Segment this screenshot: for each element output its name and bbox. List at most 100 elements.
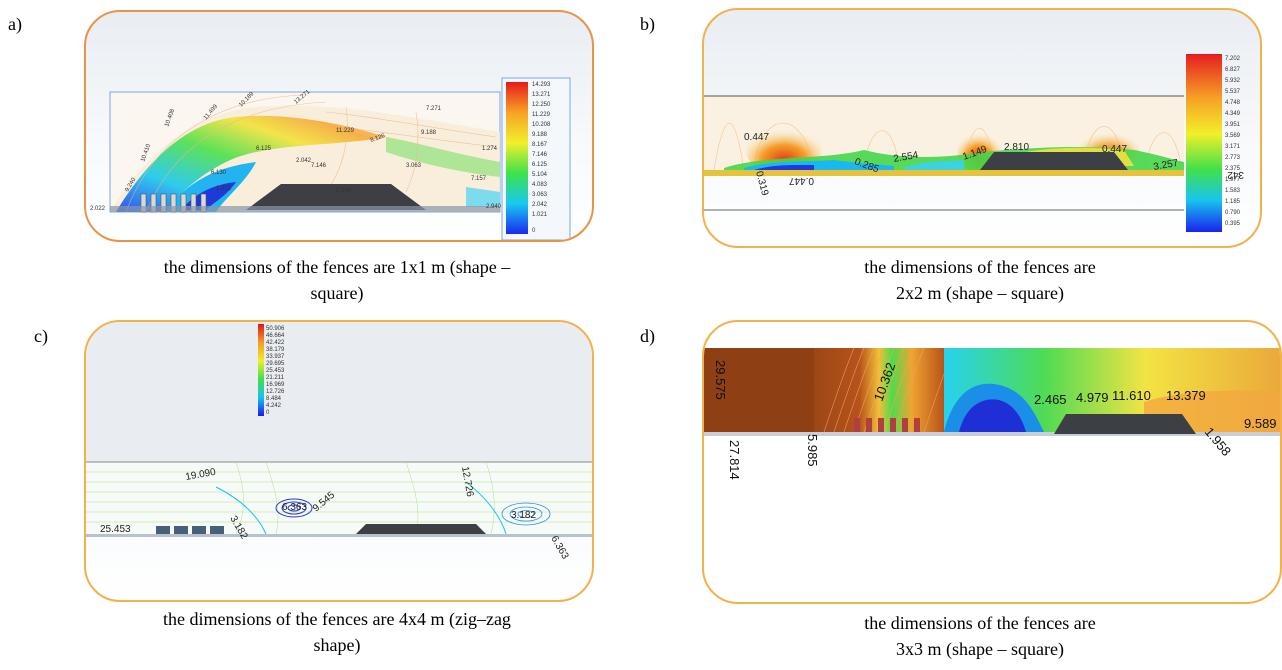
svg-text:7.157: 7.157	[471, 176, 487, 182]
svg-text:4.242: 4.242	[266, 403, 282, 409]
svg-text:3.951: 3.951	[1225, 122, 1241, 128]
svg-text:4.748: 4.748	[1225, 100, 1241, 106]
svg-text:33.937: 33.937	[266, 354, 285, 360]
svg-text:12.726: 12.726	[266, 389, 285, 395]
svg-text:3.182: 3.182	[511, 510, 536, 521]
svg-text:10.208: 10.208	[532, 122, 551, 128]
svg-text:25.453: 25.453	[100, 524, 131, 535]
svg-text:6.363: 6.363	[282, 502, 307, 513]
svg-text:13.271: 13.271	[532, 92, 551, 98]
fences	[854, 418, 920, 432]
svg-text:8.126: 8.126	[370, 133, 387, 144]
svg-text:342: 342	[1227, 169, 1244, 180]
panel-a-letter: a)	[8, 14, 22, 34]
panel-d-image: 29.575 27.814 5.985 10.362 2.465 4.979 1…	[702, 320, 1282, 604]
svg-text:6.125: 6.125	[532, 162, 548, 168]
panel-b-flow-field: 7.202 6.827 5.932 5.537 4.748 4.349 3.95…	[704, 54, 1244, 232]
panel-b-caption-line1: the dimensions of the fences are	[864, 257, 1096, 277]
svg-text:1.977: 1.977	[1225, 177, 1241, 183]
svg-text:5.104: 5.104	[336, 188, 352, 194]
svg-text:2.773: 2.773	[1225, 155, 1241, 161]
legend-ticks: 50.906 46.664 42.422 38.179 33.937 29.69…	[266, 326, 285, 416]
panel-d-caption: the dimensions of the fences are 3x3 m (…	[702, 610, 1258, 662]
panel-d-caption-line2: 3x3 m (shape – square)	[896, 639, 1064, 659]
svg-text:2.042: 2.042	[296, 158, 312, 164]
svg-text:12.250: 12.250	[532, 102, 551, 108]
svg-text:5.985: 5.985	[805, 434, 820, 467]
svg-text:42.422: 42.422	[266, 340, 285, 346]
panel-a-caption: the dimensions of the fences are 1x1 m (…	[84, 254, 590, 306]
panel-b-caption-line2: 2x2 m (shape – square)	[896, 283, 1064, 303]
svg-text:3.063: 3.063	[406, 163, 422, 169]
svg-text:6.125: 6.125	[256, 146, 272, 152]
svg-text:0: 0	[266, 410, 270, 416]
svg-text:7.146: 7.146	[532, 152, 548, 158]
svg-text:0.447: 0.447	[789, 175, 814, 186]
svg-text:5.104: 5.104	[532, 172, 548, 178]
svg-text:6.363: 6.363	[548, 534, 570, 562]
svg-text:6.130: 6.130	[211, 170, 227, 176]
svg-text:11.610: 11.610	[1112, 388, 1151, 403]
svg-text:7.202: 7.202	[1225, 56, 1241, 62]
fences	[156, 526, 224, 534]
panel-c-letter: c)	[34, 326, 48, 346]
svg-text:7.271: 7.271	[426, 106, 442, 112]
panel-c-caption-line2: shape)	[313, 635, 361, 655]
svg-text:8.167: 8.167	[532, 142, 548, 148]
svg-text:29.575: 29.575	[713, 360, 728, 400]
panel-d-letter: d)	[640, 326, 655, 346]
svg-text:27.814: 27.814	[727, 440, 742, 480]
svg-text:7.146: 7.146	[311, 163, 327, 169]
svg-text:8.484: 8.484	[266, 396, 282, 402]
svg-text:2.465: 2.465	[1034, 392, 1067, 407]
panel-a-caption-line1: the dimensions of the fences are 1x1 m (…	[163, 257, 511, 277]
panel-d-caption-line1: the dimensions of the fences are	[864, 613, 1096, 633]
svg-text:50.906: 50.906	[266, 326, 285, 332]
vortex-left	[275, 498, 313, 518]
svg-text:3.171: 3.171	[1225, 144, 1241, 150]
svg-text:3.569: 3.569	[1225, 133, 1241, 139]
svg-text:25.453: 25.453	[266, 368, 285, 374]
panel-a-image: 14.293 13.271 12.250 11.229 10.208 9.188…	[84, 10, 594, 242]
svg-text:1.583: 1.583	[1225, 188, 1241, 194]
svg-text:2.375: 2.375	[1225, 166, 1241, 172]
svg-text:2.554: 2.554	[893, 150, 920, 165]
svg-text:46.664: 46.664	[266, 333, 285, 339]
svg-text:38.179: 38.179	[266, 347, 285, 353]
svg-text:16.969: 16.969	[266, 382, 285, 388]
svg-text:29.695: 29.695	[266, 361, 285, 367]
inflow-zone	[704, 348, 814, 432]
svg-text:4.083: 4.083	[532, 182, 548, 188]
svg-text:4.349: 4.349	[1225, 111, 1241, 117]
road-embankment	[1054, 414, 1196, 434]
svg-text:2.810: 2.810	[1004, 142, 1029, 153]
svg-text:1.021: 1.021	[532, 212, 548, 218]
svg-text:0.447: 0.447	[744, 132, 769, 143]
panel-d-flow-field: 29.575 27.814 5.985 10.362 2.465 4.979 1…	[704, 347, 1280, 480]
svg-text:6.827: 6.827	[1225, 67, 1241, 73]
svg-text:1.185: 1.185	[1225, 199, 1241, 205]
contour-lines	[86, 461, 592, 535]
svg-text:2.042: 2.042	[532, 202, 548, 208]
svg-text:9.188: 9.188	[421, 130, 437, 136]
svg-text:3.063: 3.063	[532, 192, 548, 198]
panel-a-caption-line2: square)	[310, 283, 364, 303]
svg-text:4.979: 4.979	[1076, 390, 1109, 405]
svg-text:3.257: 3.257	[1153, 158, 1180, 173]
svg-text:0.790: 0.790	[1225, 210, 1241, 216]
legend-ticks: 7.202 6.827 5.932 5.537 4.748 4.349 3.95…	[1225, 56, 1241, 227]
svg-text:2.940: 2.940	[486, 204, 502, 210]
panel-c-caption: the dimensions of the fences are 4x4 m (…	[84, 606, 590, 658]
svg-text:19.090: 19.090	[185, 467, 217, 483]
svg-text:2.022: 2.022	[90, 206, 106, 212]
svg-text:21.211: 21.211	[266, 375, 285, 381]
color-legend	[258, 324, 264, 416]
svg-text:13.379: 13.379	[1166, 388, 1206, 403]
svg-text:14.293: 14.293	[532, 82, 551, 88]
color-legend	[1186, 54, 1222, 232]
road-embankment	[980, 152, 1128, 170]
panel-a-flow-field: 14.293 13.271 12.250 11.229 10.208 9.188…	[90, 77, 571, 240]
svg-text:12.726: 12.726	[459, 466, 475, 498]
svg-text:1.274: 1.274	[482, 146, 498, 152]
color-legend	[506, 82, 528, 234]
